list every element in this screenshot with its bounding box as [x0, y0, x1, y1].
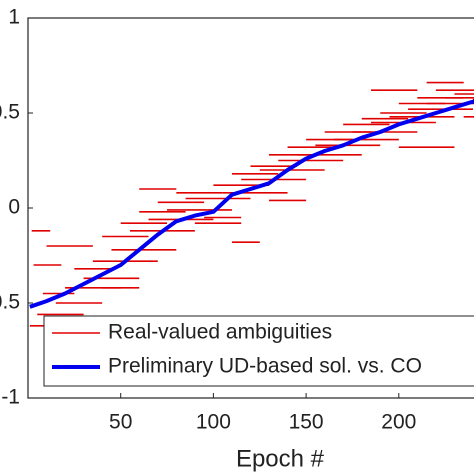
- y-tick-label: -1: [1, 386, 20, 409]
- legend: Real-valued ambiguities Preliminary UD-ba…: [43, 315, 474, 387]
- x-tick-label: 50: [109, 411, 132, 434]
- series-line: [29, 99, 474, 309]
- legend-label: Preliminary UD-based sol. vs. CO: [108, 355, 422, 378]
- x-tick-label: 200: [381, 411, 416, 434]
- x-tick-label: 100: [196, 411, 231, 434]
- y-tick-label: 0.5: [0, 101, 20, 124]
- x-axis-label: Epoch #: [236, 445, 325, 472]
- y-tick-label: 1: [8, 6, 20, 29]
- y-tick-label: 0: [8, 196, 20, 219]
- x-tick-label: 150: [289, 411, 324, 434]
- legend-label: Real-valued ambiguities: [108, 321, 332, 344]
- legend-box: [43, 315, 474, 387]
- y-tick-label: -0.5: [0, 291, 20, 314]
- plot-frame: [27, 17, 474, 399]
